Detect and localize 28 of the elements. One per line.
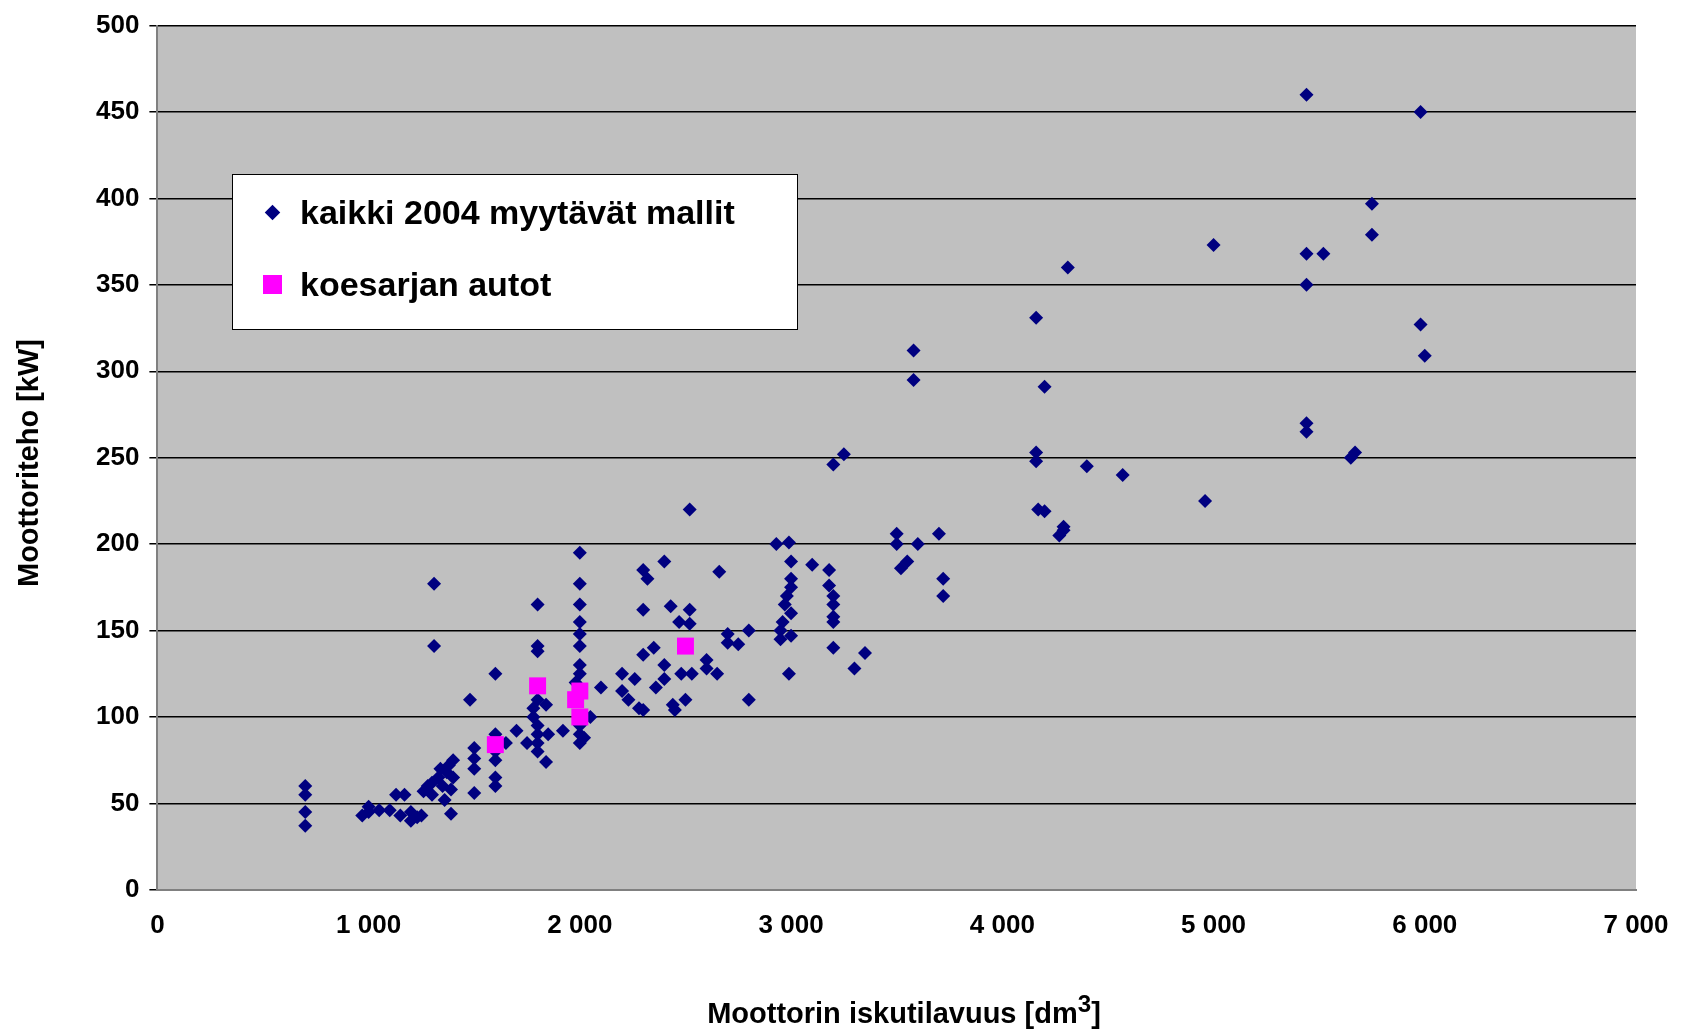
x-tick-label: 2 000 [547,908,613,939]
x-tick-label: 4 000 [969,908,1035,939]
y-tick-label: 400 [95,181,140,212]
y-tick-label: 150 [95,613,140,644]
x-axis-title: Moottorin iskutilavuus [dm$^{3}$] [706,990,1102,1030]
point [571,708,589,726]
point [571,682,589,700]
y-axis-title: Moottoriteho [kW] [11,338,45,588]
x-tick-label: 6 000 [1392,908,1458,939]
y-tick-label: 50 [110,786,140,817]
legend-label: kaikki 2004 myytävät mallit [300,193,735,232]
x-tick-label: 1 000 [336,908,402,939]
x-tick-label: 7 000 [1603,908,1669,939]
y-tick-label: 100 [95,700,140,731]
y-tick-label: 450 [95,95,140,126]
y-tick-label: 350 [95,268,140,299]
legend-label: koesarjan autot [300,265,552,304]
x-tick-label: 5 000 [1181,908,1247,939]
point [486,736,504,754]
y-tick-label: 300 [95,354,140,385]
y-tick-label: 500 [95,8,140,39]
point [529,677,547,695]
x-tick-label: 0 [150,908,165,939]
y-tick-label: 200 [95,527,140,558]
y-tick-label: 250 [95,440,140,471]
x-tick-label: 3 000 [758,908,824,939]
y-tick-label: 0 [124,872,140,903]
point [676,637,694,655]
